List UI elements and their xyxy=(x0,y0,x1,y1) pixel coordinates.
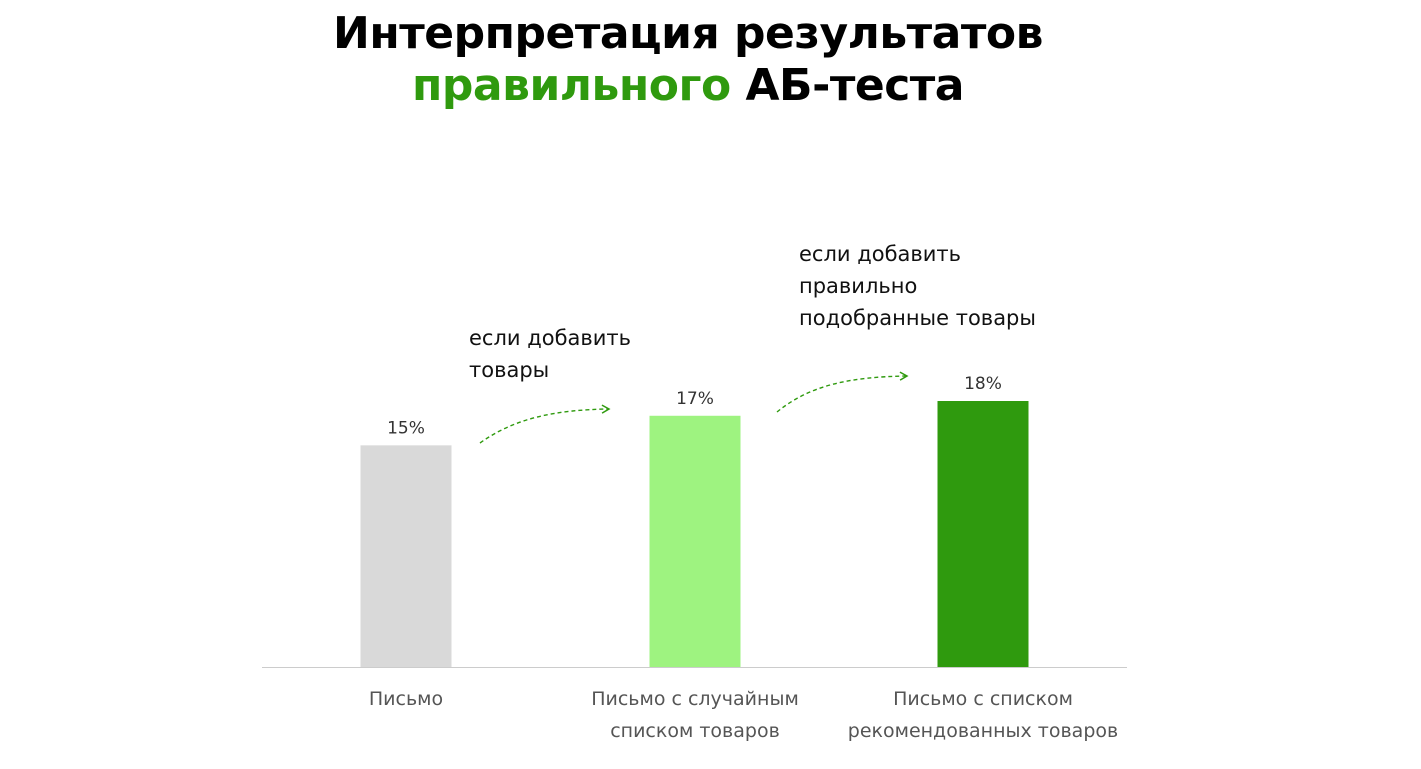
title-line-1: Интерпретация результатов xyxy=(333,8,1043,59)
category-label-2-line-1: Письмо с случайным xyxy=(591,688,799,710)
title-rest: АБ-теста xyxy=(745,60,965,111)
annotation-2-line-1: если добавить xyxy=(799,242,961,266)
category-label-2-line-2: списком товаров xyxy=(610,720,780,742)
title-line-2: правильного АБ-теста xyxy=(0,60,1376,112)
title-accent-word: правильного xyxy=(412,60,731,111)
bar-3 xyxy=(937,401,1029,667)
bar-1 xyxy=(360,445,452,667)
annotation-arrow-1 xyxy=(479,404,611,444)
category-label-3-line-1: Письмо с списком xyxy=(893,688,1073,710)
bar-value-label-1: 15% xyxy=(387,418,425,438)
annotation-arrow-2 xyxy=(776,371,909,413)
bar-value-label-2: 17% xyxy=(676,389,714,409)
bar-2 xyxy=(649,415,741,667)
chart-title: Интерпретация результатов правильного АБ… xyxy=(0,8,1376,112)
category-label-3-line-2: рекомендованных товаров xyxy=(848,720,1118,742)
annotation-1-line-2: товары xyxy=(469,358,549,382)
category-label-1-line-1: Письмо xyxy=(369,688,443,710)
annotation-2-line-2: правильно xyxy=(799,274,917,298)
annotation-2-line-3: подобранные товары xyxy=(799,306,1036,330)
bar-value-label-3: 18% xyxy=(964,374,1002,394)
annotation-1-line-1: если добавить xyxy=(469,326,631,350)
